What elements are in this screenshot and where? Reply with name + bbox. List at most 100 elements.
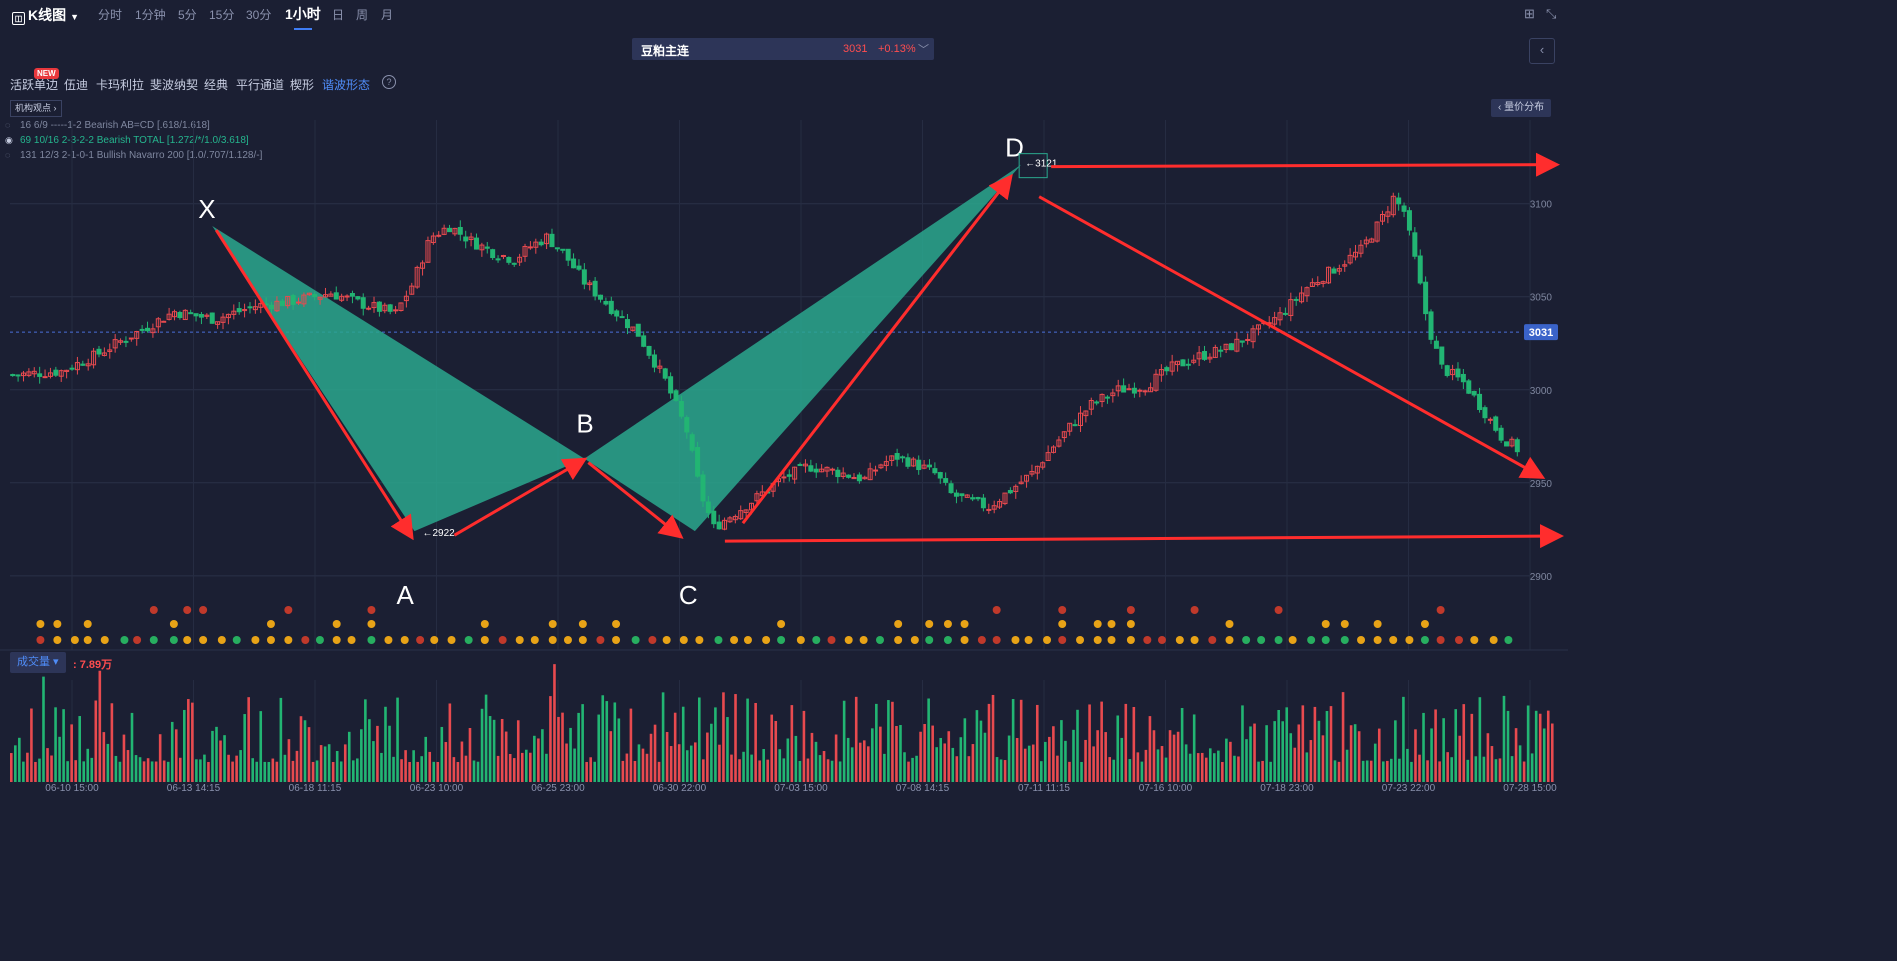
volume-bar xyxy=(150,761,154,782)
event-icon xyxy=(232,636,241,644)
volume-bar xyxy=(1245,739,1248,782)
volume-bar xyxy=(259,711,263,782)
tab-1hour[interactable]: 1小时 xyxy=(285,6,321,30)
candle-body xyxy=(31,370,37,375)
tab-month[interactable]: 月 xyxy=(381,8,394,22)
red-arrow xyxy=(1038,195,1546,479)
candle-body xyxy=(549,233,555,248)
jigou-view-button[interactable]: 机构观点 › xyxy=(10,100,62,117)
volume-bar xyxy=(1225,738,1228,782)
event-markers xyxy=(36,606,1513,644)
tool-channel[interactable]: 平行通道 xyxy=(236,78,285,92)
event-icon xyxy=(266,620,275,628)
tab-5min[interactable]: 5分 xyxy=(178,8,197,22)
volume-bar xyxy=(597,714,601,782)
volume-bar xyxy=(311,761,315,782)
volume-bar xyxy=(609,731,613,782)
candle-body xyxy=(112,339,118,349)
symbol-selector[interactable]: 豆粕主连 3031 +0.13% ﹀ xyxy=(632,38,934,60)
tab-15min[interactable]: 15分 xyxy=(209,8,235,22)
volume-bar xyxy=(1498,758,1502,782)
volume-bar xyxy=(251,758,255,782)
candle-body xyxy=(1148,387,1154,393)
candle-body xyxy=(657,365,663,369)
tab-day[interactable]: 日 xyxy=(332,8,345,22)
event-icon xyxy=(648,636,657,644)
kline-chart[interactable]: 2900 2950 3000 3050 3100 06-10 15:00 06-13 14:… xyxy=(0,0,1568,794)
volume-bar xyxy=(504,731,508,782)
volume-bar xyxy=(30,708,33,782)
tool-fibonacci[interactable]: 斐波纳契 xyxy=(150,78,199,92)
volume-bar xyxy=(1522,761,1526,782)
volume-bar xyxy=(1273,721,1276,782)
volume-bar xyxy=(1377,728,1381,782)
volume-bar xyxy=(183,709,186,782)
candle-body xyxy=(420,262,426,269)
volume-bar xyxy=(364,699,367,782)
candle-body xyxy=(1299,292,1305,303)
x-tick-label: 06-25 23:00 xyxy=(531,783,585,794)
event-icon xyxy=(430,636,439,644)
eye-off-icon[interactable]: ◌ xyxy=(5,120,11,130)
event-icon xyxy=(1126,606,1135,614)
candle-body xyxy=(711,510,717,525)
tool-camarilla[interactable]: 卡玛利拉 xyxy=(96,78,145,92)
candle-body xyxy=(1466,380,1472,394)
tab-1min[interactable]: 1分钟 xyxy=(135,8,166,22)
tool-classic[interactable]: 经典 xyxy=(204,78,229,92)
candle-body xyxy=(220,316,226,323)
candle-body xyxy=(921,464,927,469)
event-icon xyxy=(1143,636,1152,644)
candle-body xyxy=(166,313,172,320)
candle-body xyxy=(69,367,75,370)
eye-icon[interactable]: ◉ xyxy=(5,135,13,145)
kline-selector[interactable]: ◫ K线图 ▼ xyxy=(12,5,79,25)
volume-bar xyxy=(1329,706,1333,782)
volume-selector[interactable]: 成交量 ▾ xyxy=(10,652,66,673)
volume-bar xyxy=(875,703,878,782)
shrink-icon[interactable]: ⤡ xyxy=(1546,6,1557,21)
layout-grid-icon[interactable]: ⊞ xyxy=(1524,6,1535,21)
collapse-panel-button[interactable]: ‹ xyxy=(1529,38,1555,64)
volume-bar xyxy=(34,761,37,782)
candle-body xyxy=(743,509,749,514)
help-icon[interactable]: ? xyxy=(382,75,396,89)
volume-bar xyxy=(1301,705,1305,782)
volume-bar xyxy=(1410,761,1413,782)
event-icon xyxy=(1436,636,1445,644)
volume-bar xyxy=(802,710,806,782)
candle-body xyxy=(867,468,873,481)
tab-week[interactable]: 周 xyxy=(356,8,369,22)
tool-wedge[interactable]: 楔形 xyxy=(290,78,315,92)
eye-off-icon[interactable]: ◌ xyxy=(5,150,11,160)
candle-body xyxy=(193,313,199,317)
volume-bar xyxy=(1023,748,1027,782)
candle-body xyxy=(608,300,614,314)
candle-body xyxy=(1250,328,1256,343)
volume-bar xyxy=(1357,731,1361,782)
event-icon xyxy=(149,606,158,614)
volume-bar xyxy=(1365,760,1369,782)
candle-body xyxy=(565,248,571,261)
event-icon xyxy=(548,636,557,644)
volume-bar xyxy=(1490,746,1494,782)
tab-30min[interactable]: 30分 xyxy=(246,8,272,22)
tool-huoyue[interactable]: 活跃单边 xyxy=(10,78,59,92)
volume-bar xyxy=(879,726,882,782)
volume-bar xyxy=(1486,733,1490,782)
tab-fenshi[interactable]: 分时 xyxy=(98,8,123,22)
tool-harmonic[interactable]: 谐波形态 xyxy=(322,78,371,92)
candle-body xyxy=(705,501,711,514)
price-distribution-button[interactable]: ‹ 量价分布 xyxy=(1491,99,1552,117)
candle-body xyxy=(188,312,194,315)
volume-bar xyxy=(537,738,540,782)
candle-body xyxy=(900,456,906,459)
volume-bar xyxy=(18,737,21,782)
current-price-tag xyxy=(1524,324,1558,341)
candle-body xyxy=(1110,392,1116,397)
volume-bar xyxy=(42,676,45,782)
volume-bar xyxy=(1265,725,1268,782)
candle-body xyxy=(1164,367,1170,372)
event-icon xyxy=(1076,636,1085,644)
tool-woodie[interactable]: 伍迪 xyxy=(64,78,89,92)
